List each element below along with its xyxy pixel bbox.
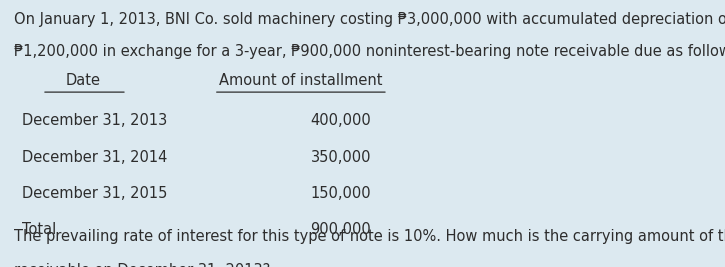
Text: The prevailing rate of interest for this type of note is 10%. How much is the ca: The prevailing rate of interest for this… <box>14 229 725 244</box>
Text: 350,000: 350,000 <box>310 150 371 164</box>
Text: 400,000: 400,000 <box>310 113 371 128</box>
Text: On January 1, 2013, BNI Co. sold machinery costing ₱3,000,000 with accumulated d: On January 1, 2013, BNI Co. sold machine… <box>14 12 725 27</box>
Text: December 31, 2013: December 31, 2013 <box>22 113 167 128</box>
Text: Date: Date <box>66 73 101 88</box>
Text: receivable on December 31, 2013?: receivable on December 31, 2013? <box>14 263 270 267</box>
Text: December 31, 2015: December 31, 2015 <box>22 186 167 201</box>
Text: Total: Total <box>22 222 56 237</box>
Text: Amount of installment: Amount of installment <box>219 73 383 88</box>
Text: 150,000: 150,000 <box>310 186 371 201</box>
Text: December 31, 2014: December 31, 2014 <box>22 150 167 164</box>
Text: ₱1,200,000 in exchange for a 3-year, ₱900,000 noninterest-bearing note receivabl: ₱1,200,000 in exchange for a 3-year, ₱90… <box>14 44 725 59</box>
Text: 900,000: 900,000 <box>310 222 371 237</box>
